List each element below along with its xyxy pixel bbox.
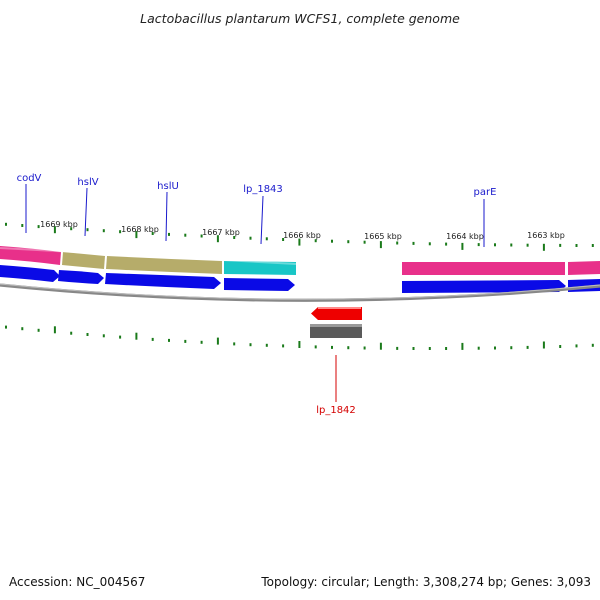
outer-tick-ring	[5, 222, 594, 251]
cog-track	[0, 246, 600, 275]
kbp-label: 1666 kbp	[283, 231, 321, 240]
inner-tick-ring	[5, 325, 594, 350]
leader-line	[260, 195, 264, 245]
cds-arrow-hslV[interactable]	[58, 270, 104, 284]
accession-text: Accession: NC_004567	[9, 575, 145, 589]
gene-labels: codV hslV hslU lp_1843 parE lp_1842	[17, 173, 497, 416]
gene-label-parE[interactable]: parE	[474, 187, 497, 198]
kbp-scale-labels: 1669 kbp 1668 kbp 1667 kbp 1666 kbp 1665…	[40, 220, 565, 241]
leader-line	[165, 191, 168, 242]
cds-arrow-hslU[interactable]	[105, 273, 221, 289]
kbp-label: 1669 kbp	[40, 220, 78, 229]
cds-arrow-lp1843[interactable]	[224, 278, 295, 291]
kbp-label: 1663 kbp	[527, 231, 565, 240]
genome-summary-text: Topology: circular; Length: 3,308,274 bp…	[260, 575, 591, 589]
cog-bar-hslU[interactable]	[106, 256, 222, 274]
cog-bar-lp1843[interactable]	[224, 261, 296, 275]
forward-cds-track	[0, 265, 600, 293]
cds-arrow-codV[interactable]	[0, 265, 60, 282]
kbp-label: 1667 kbp	[202, 228, 240, 237]
cog-bar-lp1842[interactable]	[310, 324, 362, 338]
gene-label-hslU[interactable]: hslU	[157, 181, 179, 192]
cog-bar-parE[interactable]	[402, 262, 565, 275]
cds-arrow-lp1842[interactable]	[311, 307, 362, 320]
cds-arrow-parE[interactable]	[402, 280, 566, 293]
genome-backbone	[0, 283, 600, 302]
gene-label-lp1843[interactable]: lp_1843	[243, 184, 283, 195]
cog-bar-hslV[interactable]	[62, 252, 105, 269]
gene-label-lp1842[interactable]: lp_1842	[316, 405, 356, 416]
cog-bar-next[interactable]	[568, 261, 600, 275]
map-title: Lactobacillus plantarum WCFS1, complete …	[140, 11, 460, 26]
kbp-label: 1668 kbp	[121, 225, 159, 234]
gene-label-hslV[interactable]: hslV	[77, 177, 98, 188]
kbp-label: 1665 kbp	[364, 232, 402, 241]
cog-bar-codV[interactable]	[0, 246, 61, 265]
kbp-label: 1664 kbp	[446, 232, 484, 241]
leader-line	[84, 187, 88, 237]
gene-label-codV[interactable]: codV	[17, 173, 42, 184]
